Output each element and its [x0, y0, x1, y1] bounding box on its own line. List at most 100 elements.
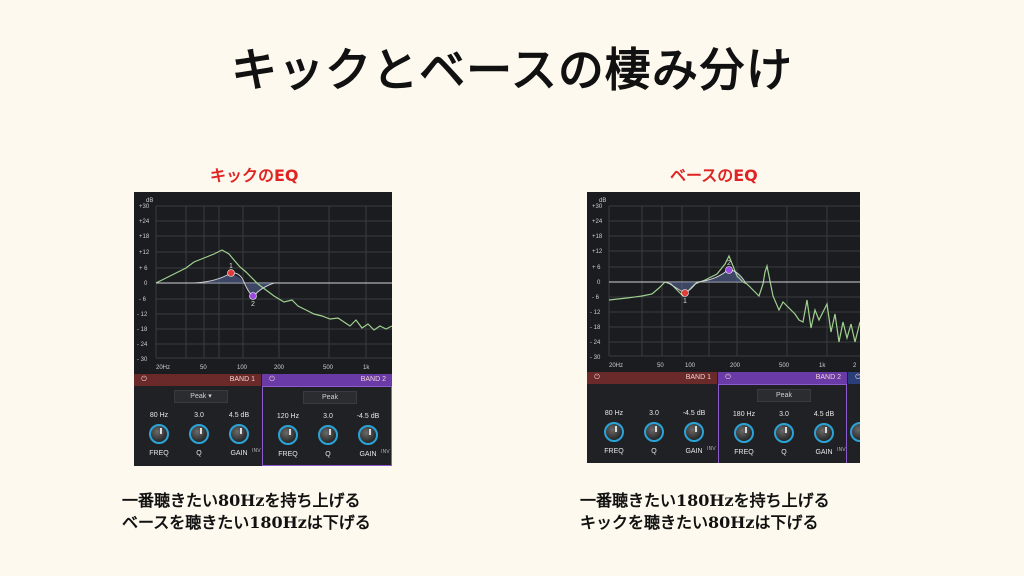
- q-value: 3.0: [194, 412, 204, 419]
- q-value: 3.0: [323, 413, 333, 420]
- db-tick: 0: [597, 280, 601, 286]
- db-tick: +24: [139, 219, 150, 225]
- kick-eq-graph[interactable]: dB +30 +24 +18 +12 + 6 0 - 6 - 12 - 18 -…: [134, 192, 392, 374]
- filter-type-value: Peak: [190, 393, 207, 400]
- db-tick: - 12: [590, 310, 601, 316]
- freq-knob[interactable]: [734, 423, 754, 443]
- freq-value: 80 Hz: [604, 410, 624, 417]
- filter-type-select[interactable]: Peak ▾: [174, 390, 228, 403]
- band2-node[interactable]: [725, 266, 733, 274]
- gain-label: GAIN: [359, 451, 377, 458]
- freq-tick: 50: [657, 363, 664, 369]
- bass-band3-header[interactable]: ⏻: [848, 372, 860, 384]
- freq-tick: 500: [323, 365, 334, 371]
- inv-toggle[interactable]: INV: [252, 448, 261, 454]
- band1-node[interactable]: [227, 269, 235, 277]
- db-tick: - 24: [137, 342, 148, 348]
- freq-tick: 500: [779, 363, 790, 369]
- filter-type-select[interactable]: Peak: [757, 389, 811, 402]
- bass-eq-panel: dB +30 +24 +18 +12 + 6 0 - 6 - 12 - 18 -…: [587, 192, 860, 463]
- freq-tick: 100: [237, 365, 248, 371]
- freq-tick: 2: [853, 363, 857, 369]
- freq-label: FREQ: [278, 451, 298, 458]
- db-unit-label: dB: [146, 198, 153, 204]
- freq-knob[interactable]: [278, 425, 298, 445]
- freq-label: FREQ: [149, 450, 169, 457]
- gain-knob[interactable]: [684, 422, 704, 442]
- bass-desc-line2: キックを聴きたい80Hzは下げる: [580, 513, 819, 532]
- node-label: 2: [727, 260, 731, 267]
- kick-desc-line1: 一番聴きたい80Hzを持ち上げる: [122, 491, 361, 510]
- gain-value: 4.5 dB: [228, 412, 250, 419]
- db-tick: - 30: [137, 357, 148, 363]
- bass-eq-label: ベースのEQ: [670, 166, 758, 185]
- node-label: 1: [683, 298, 687, 305]
- gain-knob[interactable]: [229, 424, 249, 444]
- freq-tick: 20Hz: [609, 363, 623, 369]
- kick-eq-label: キックのEQ: [210, 166, 299, 185]
- filter-type-value: Peak: [776, 392, 792, 399]
- bass-band1-header[interactable]: ⏻ BAND 1: [587, 372, 717, 384]
- db-tick: +12: [592, 249, 603, 255]
- freq-knob[interactable]: [604, 422, 624, 442]
- power-icon[interactable]: ⏻: [594, 374, 600, 381]
- filter-type-value: Peak: [322, 394, 338, 401]
- power-icon[interactable]: ⏻: [725, 374, 731, 381]
- band-label: BAND 2: [360, 376, 386, 383]
- q-knob[interactable]: [189, 424, 209, 444]
- band2-node[interactable]: [249, 292, 257, 300]
- power-icon[interactable]: ⏻: [269, 376, 275, 383]
- db-tick: +18: [139, 234, 150, 240]
- gain-knob[interactable]: [358, 425, 378, 445]
- freq-tick: 20Hz: [156, 365, 170, 371]
- freq-knob[interactable]: [850, 422, 860, 442]
- freq-tick: 1k: [363, 365, 370, 371]
- db-tick: +30: [139, 204, 150, 210]
- bass-band3: [848, 384, 860, 463]
- power-icon[interactable]: ⏻: [855, 374, 860, 381]
- db-tick: - 18: [137, 327, 148, 333]
- band-label: BAND 1: [685, 374, 711, 381]
- freq-tick: 1k: [819, 363, 826, 369]
- bass-band2: Peak 180 Hz 3.0 4.5 dB FREQ Q GAIN INV: [718, 384, 847, 463]
- q-label: Q: [325, 451, 331, 458]
- bass-band2-header[interactable]: ⏻ BAND 2: [718, 372, 847, 384]
- inv-toggle[interactable]: INV: [837, 447, 846, 453]
- freq-knob[interactable]: [149, 424, 169, 444]
- power-icon[interactable]: ⏻: [141, 376, 147, 383]
- db-tick: - 18: [590, 325, 601, 331]
- q-value: 3.0: [649, 410, 659, 417]
- bass-eq-graph[interactable]: dB +30 +24 +18 +12 + 6 0 - 6 - 12 - 18 -…: [587, 192, 860, 372]
- db-tick: +24: [592, 219, 603, 225]
- kick-band2-header[interactable]: ⏻ BAND 2: [262, 374, 392, 386]
- bass-band-controls: ⏻ BAND 1 ⏻ BAND 2 ⏻ 80 Hz 3.0 -4.5 dB FR…: [587, 372, 860, 463]
- gain-label: GAIN: [685, 448, 703, 455]
- chevron-down-icon: ▾: [208, 393, 212, 400]
- q-label: Q: [781, 449, 787, 456]
- db-tick: +12: [139, 250, 150, 256]
- db-tick: + 6: [139, 266, 148, 272]
- db-tick: - 24: [590, 340, 601, 346]
- db-tick: - 30: [590, 355, 601, 361]
- db-tick: +30: [592, 204, 603, 210]
- db-tick: - 6: [139, 297, 147, 303]
- q-knob[interactable]: [318, 425, 338, 445]
- filter-type-select[interactable]: Peak: [303, 391, 357, 404]
- freq-tick: 200: [730, 363, 741, 369]
- db-unit-label: dB: [599, 198, 606, 204]
- inv-toggle[interactable]: INV: [707, 446, 716, 452]
- gain-value: 4.5 dB: [813, 411, 835, 418]
- inv-toggle[interactable]: INV: [381, 449, 390, 455]
- q-knob[interactable]: [774, 423, 794, 443]
- kick-band2: Peak 120 Hz 3.0 -4.5 dB FREQ Q GAIN INV: [262, 386, 392, 466]
- kick-eq-panel: dB +30 +24 +18 +12 + 6 0 - 6 - 12 - 18 -…: [134, 192, 392, 466]
- kick-band1-header[interactable]: ⏻ BAND 1: [134, 374, 261, 386]
- band1-node[interactable]: [681, 289, 689, 297]
- freq-label: FREQ: [604, 448, 624, 455]
- gain-label: GAIN: [230, 450, 248, 457]
- q-knob[interactable]: [644, 422, 664, 442]
- db-tick: +18: [592, 234, 603, 240]
- bass-desc-line1: 一番聴きたい180Hzを持ち上げる: [580, 491, 830, 510]
- gain-knob[interactable]: [814, 423, 834, 443]
- freq-label: FREQ: [734, 449, 754, 456]
